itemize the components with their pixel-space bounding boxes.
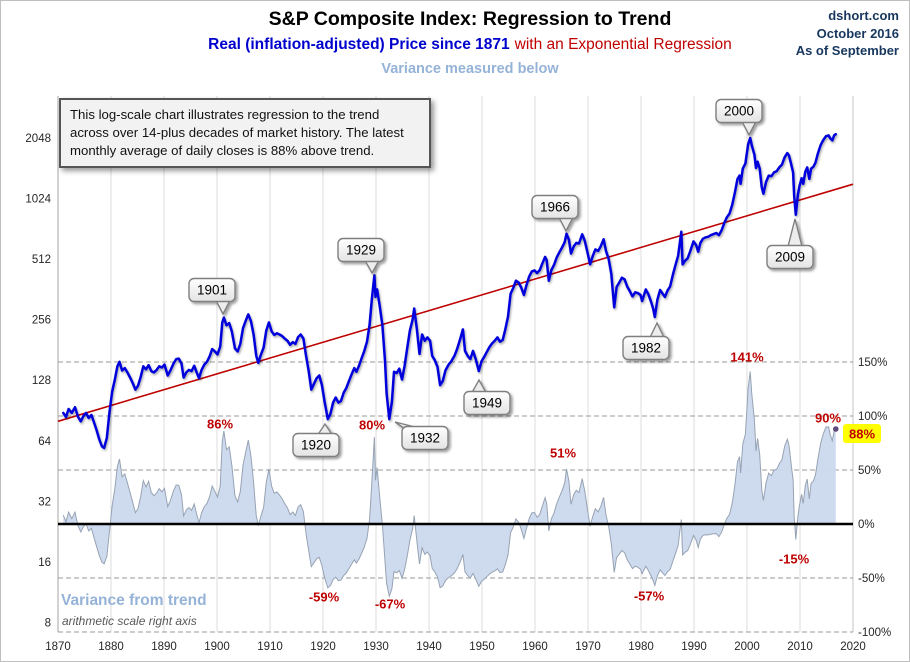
pct-label--59: -59% <box>309 590 340 605</box>
variance-area <box>63 371 836 597</box>
source-date: October 2016 <box>816 25 899 41</box>
x-axis-label-2000: 2000 <box>734 641 760 653</box>
callout-pointer <box>363 259 381 275</box>
x-axis-label-2010: 2010 <box>787 641 813 653</box>
callout-box <box>715 98 763 124</box>
pct-label-80: 80% <box>359 418 385 433</box>
x-axis-label-2020: 2020 <box>840 641 866 653</box>
callout-label: 1982 <box>631 341 661 356</box>
x-axis-label-1990: 1990 <box>681 641 707 653</box>
subtitle: Real (inflation-adjusted) Price since 18… <box>31 36 909 54</box>
y-axis-left-label-8: 8 <box>45 617 51 629</box>
callout-pointer <box>740 120 758 137</box>
y-axis-left-label-32: 32 <box>38 496 51 508</box>
callout-box <box>188 277 236 303</box>
callout-label: 2009 <box>775 250 805 265</box>
y-axis-right-label-0: 0% <box>858 519 875 531</box>
source-site: dshort.com <box>828 8 899 23</box>
pct-label--67: -67% <box>375 597 406 612</box>
trend-line <box>57 183 854 423</box>
callout-2000: 2000 <box>715 98 763 137</box>
callout-box <box>337 237 385 263</box>
price-line <box>62 132 838 450</box>
callout-label: 1966 <box>540 200 570 215</box>
y-axis-left-label-2048: 2048 <box>25 133 51 145</box>
y-axis-right-label-50: 50% <box>858 465 881 477</box>
annotation-note-box: This log-scale chart illustrates regress… <box>59 98 431 168</box>
latest-pct-highlight <box>843 424 881 443</box>
y-axis-left-label-128: 128 <box>32 375 51 387</box>
callout-label: 1932 <box>410 431 440 446</box>
pct-label-88: 88% <box>849 427 875 442</box>
pct-label--15: -15% <box>779 552 810 567</box>
y-axis-left-label-512: 512 <box>32 254 51 266</box>
callout-box <box>292 432 340 458</box>
latest-variance-marker <box>833 426 839 432</box>
pct-label-51: 51% <box>550 446 576 461</box>
x-axis-label-1920: 1920 <box>310 641 336 653</box>
variance-area-sublabel: arithmetic scale right axis <box>62 614 197 628</box>
x-axis-label-1970: 1970 <box>575 641 601 653</box>
callout-box <box>401 425 449 451</box>
variance-area-label: Variance from trend <box>61 592 207 609</box>
callout-box <box>531 194 579 220</box>
callout-pointer <box>557 216 575 233</box>
callout-label: 1920 <box>301 438 331 453</box>
source-block: dshort.com October 2016 As of September <box>796 7 899 60</box>
callout-label: 1929 <box>346 243 376 258</box>
callout-box <box>766 244 814 270</box>
callout-pointer <box>214 299 232 316</box>
page-title: S&P Composite Index: Regression to Trend <box>268 8 672 30</box>
callout-2009: 2009 <box>766 218 814 270</box>
callout-box <box>622 335 670 361</box>
subtitle-variance-note: Variance measured below <box>381 61 559 77</box>
x-axis-label-1890: 1890 <box>151 641 177 653</box>
y-axis-left-label-64: 64 <box>38 436 51 448</box>
y-axis-right-label--100: -100% <box>858 627 891 639</box>
x-axis-label-1910: 1910 <box>257 641 283 653</box>
x-axis-label-1940: 1940 <box>416 641 442 653</box>
subtitle-regression: with an Exponential Regression <box>514 36 732 53</box>
callout-1982: 1982 <box>622 321 670 361</box>
pct-label--57: -57% <box>634 589 665 604</box>
x-axis-label-1880: 1880 <box>98 641 124 653</box>
y-axis-right-label--50: -50% <box>858 573 885 585</box>
callout-box <box>463 390 511 416</box>
callout-label: 1901 <box>197 283 227 298</box>
y-axis-right-label-100: 100% <box>858 411 887 423</box>
callout-1920: 1920 <box>292 422 340 458</box>
callout-1966: 1966 <box>531 194 579 233</box>
callout-1949: 1949 <box>463 378 511 416</box>
source-asof: As of September <box>795 43 899 58</box>
callout-pointer <box>470 378 488 394</box>
callout-1932: 1932 <box>394 421 449 451</box>
callout-pointer <box>648 321 666 339</box>
y-axis-left-label-16: 16 <box>38 557 51 569</box>
callout-label: 1949 <box>472 396 502 411</box>
callout-1901: 1901 <box>188 277 236 316</box>
x-axis-label-1980: 1980 <box>628 641 654 653</box>
callout-1929: 1929 <box>337 237 385 275</box>
x-axis-label-1900: 1900 <box>204 641 230 653</box>
y-axis-right-label-150: 150% <box>858 357 887 369</box>
x-axis-label-1950: 1950 <box>469 641 495 653</box>
x-axis-label-1870: 1870 <box>45 641 71 653</box>
subtitle-price: Real (inflation-adjusted) Price since 18… <box>208 36 510 53</box>
pct-label-141: 141% <box>730 350 764 365</box>
y-axis-left-label-256: 256 <box>32 315 51 327</box>
y-axis-left-label-1024: 1024 <box>25 194 51 206</box>
pct-label-90: 90% <box>815 411 841 426</box>
x-axis-label-1930: 1930 <box>363 641 389 653</box>
x-axis-label-1960: 1960 <box>522 641 548 653</box>
pct-label-86: 86% <box>207 417 233 432</box>
callout-label: 2000 <box>724 104 754 119</box>
